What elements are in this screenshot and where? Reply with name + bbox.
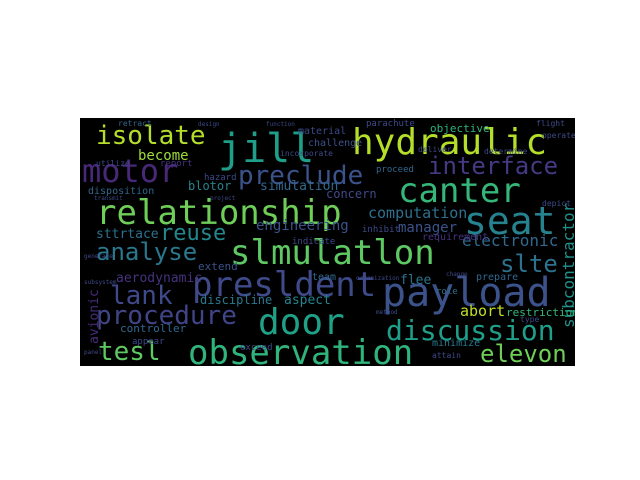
word-computation: computation bbox=[368, 204, 467, 222]
word-isolate: isolate bbox=[96, 121, 206, 151]
word-parachute: parachute bbox=[366, 119, 415, 129]
word-type: type bbox=[520, 315, 539, 324]
word-discipline: discipline bbox=[200, 293, 272, 307]
word-reuse: reuse bbox=[160, 221, 226, 246]
word-elevon: elevon bbox=[480, 340, 567, 366]
word-role: role bbox=[436, 287, 458, 297]
word-sttrtace: sttrtace bbox=[96, 227, 159, 242]
word-cloud-background bbox=[80, 118, 575, 366]
word-slmulatlon: slmulatlon bbox=[230, 233, 435, 273]
word-electronic: electronic bbox=[462, 231, 558, 250]
word-interface: interface bbox=[428, 152, 558, 180]
word-design: design bbox=[198, 121, 220, 128]
word-team: team bbox=[312, 272, 336, 283]
word-motor: motor bbox=[82, 152, 178, 190]
word-flight: flight bbox=[536, 119, 565, 128]
word-canter: canter bbox=[398, 171, 521, 211]
word-cloud: hydraulic observation relationship slmul… bbox=[80, 118, 575, 366]
word-lank: lank bbox=[110, 281, 173, 311]
word-panel: panel bbox=[84, 349, 102, 356]
word-tesl: tesl bbox=[98, 337, 161, 366]
word-seat: seat bbox=[464, 199, 556, 243]
word-exceed: exceed bbox=[240, 343, 273, 353]
word-requirement: requirement bbox=[422, 232, 488, 243]
word-slte: slte bbox=[500, 250, 558, 278]
word-organization: organization bbox=[356, 275, 400, 282]
word-observation: observation bbox=[188, 333, 413, 366]
word-hazard: hazard bbox=[204, 173, 237, 183]
word-avionic: avionic bbox=[87, 289, 102, 344]
word-concern: concern bbox=[326, 187, 377, 201]
word-incorporate: incorporate bbox=[280, 149, 333, 158]
word-determine: determine bbox=[484, 147, 528, 156]
word-transmit: transmit bbox=[94, 195, 123, 202]
word-discussion: discussion bbox=[386, 314, 555, 347]
word-relationship: relationship bbox=[96, 193, 342, 233]
word-subsystem: subsystem bbox=[84, 279, 117, 286]
word-analyse: analyse bbox=[96, 238, 197, 266]
word-appear: appear bbox=[132, 337, 165, 347]
word-extend: extend bbox=[198, 260, 238, 273]
word-indicate: indicate bbox=[292, 237, 335, 247]
word-cloud-canvas: hydraulic observation relationship slmul… bbox=[80, 118, 575, 366]
word-objective: objective bbox=[430, 122, 490, 135]
word-preclude: preclude bbox=[238, 161, 363, 191]
word-minimize: minimize bbox=[432, 338, 480, 349]
word-subcontractor: subcontractor bbox=[559, 202, 575, 328]
word-aerodynamic: aerodynamic bbox=[116, 271, 202, 286]
word-deliver: deliver bbox=[418, 145, 452, 154]
word-jill: jill bbox=[218, 126, 314, 172]
word-engineering: engineering bbox=[256, 218, 349, 234]
word-attain: attain bbox=[432, 351, 461, 360]
word-material: material bbox=[298, 126, 346, 137]
word-challenge: challenge bbox=[308, 138, 362, 149]
word-utilize: utilize bbox=[96, 159, 130, 168]
word-restriction: restriction bbox=[506, 306, 575, 319]
word-inhibit: inhibit bbox=[362, 225, 400, 235]
word-blotor: blotor bbox=[188, 179, 231, 193]
word-project: project bbox=[210, 195, 236, 202]
word-become: become bbox=[138, 148, 189, 164]
word-depict: depict bbox=[542, 199, 571, 208]
word-hydraulic: hydraulic bbox=[352, 122, 547, 163]
word-controller: controller bbox=[120, 322, 187, 335]
word-manager: manager bbox=[398, 220, 457, 236]
word-change: change bbox=[446, 271, 468, 278]
word-function: function bbox=[266, 121, 295, 128]
word-presldent: presldent bbox=[192, 265, 376, 305]
word-retract: retract bbox=[118, 119, 152, 128]
word-proceed: proceed bbox=[376, 165, 414, 175]
word-simulation: simulation bbox=[260, 179, 338, 194]
word-door: door bbox=[258, 302, 345, 343]
word-aspect: aspect bbox=[284, 293, 331, 308]
word-procedure: procedure bbox=[96, 301, 237, 331]
word-payload: payload bbox=[382, 270, 551, 316]
word-abort: abort bbox=[460, 302, 505, 320]
word-operate: operate bbox=[542, 131, 575, 140]
word-flee: flee bbox=[400, 273, 431, 288]
word-prepare: prepare bbox=[476, 272, 518, 283]
word-method: method bbox=[376, 309, 398, 316]
word-disposition: disposition bbox=[88, 186, 154, 197]
word-generate: generate bbox=[84, 253, 113, 260]
word-report: report bbox=[160, 159, 193, 169]
